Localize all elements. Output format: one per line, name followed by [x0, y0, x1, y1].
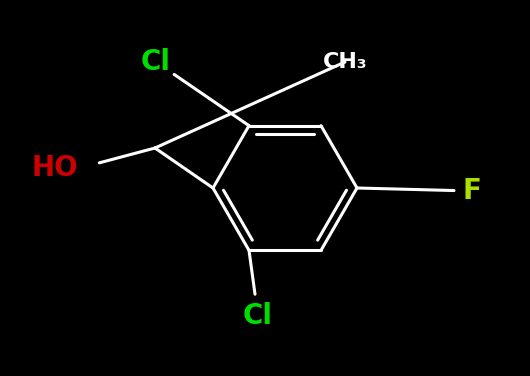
Text: F: F [463, 177, 481, 205]
Text: Cl: Cl [243, 302, 273, 330]
Text: Cl: Cl [141, 48, 171, 76]
Text: CH₃: CH₃ [323, 52, 367, 72]
Text: HO: HO [32, 154, 78, 182]
